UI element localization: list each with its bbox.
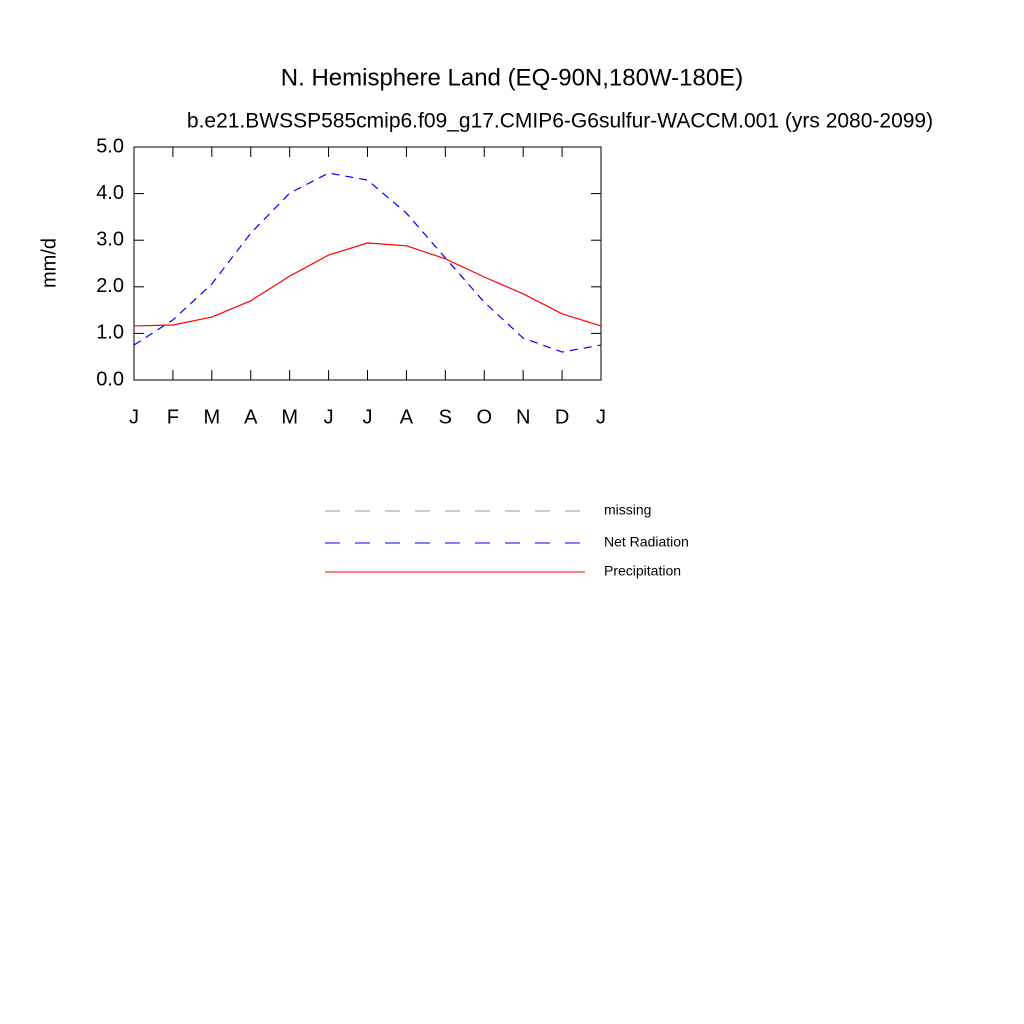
x-tick-label: M [203,406,220,428]
x-tick-label: N [516,406,530,428]
x-tick-label: J [129,406,139,428]
y-tick-label: 0.0 [96,368,124,390]
x-tick-label: J [596,406,606,428]
y-axis-label: mm/d [38,238,60,288]
chart-subtitle: b.e21.BWSSP585cmip6.f09_g17.CMIP6-G6sulf… [187,110,933,133]
x-tick-label: D [555,406,569,428]
y-tick-label: 4.0 [96,182,124,204]
legend-label: Net Radiation [604,534,689,550]
legend-label: Precipitation [604,563,681,579]
x-tick-label: J [324,406,334,428]
x-tick-label: M [281,406,298,428]
y-tick-label: 5.0 [96,135,124,157]
data-line [133,172,602,353]
x-tick-label: S [439,406,452,428]
x-tick-label: A [244,406,258,428]
x-tick-label: O [476,406,492,428]
x-tick-label: F [167,406,179,428]
legend-label: missing [604,502,651,518]
x-tick-label: J [363,406,373,428]
plot-frame [133,146,602,381]
chart-title: N. Hemisphere Land (EQ-90N,180W-180E) [281,64,743,91]
y-tick-label: 3.0 [96,228,124,250]
data-line [133,242,602,327]
y-tick-label: 1.0 [96,322,124,344]
x-tick-label: A [400,406,414,428]
y-tick-label: 2.0 [96,275,124,297]
